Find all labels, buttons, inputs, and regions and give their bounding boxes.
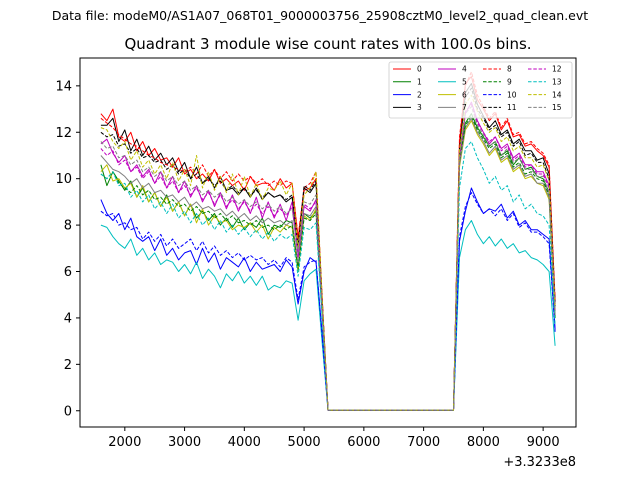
legend-label-1: 1 [417, 78, 422, 87]
legend-label-5: 5 [462, 78, 467, 87]
x-tick-label: 9000 [527, 435, 560, 450]
legend-label-0: 0 [417, 65, 422, 74]
legend-label-8: 8 [507, 65, 512, 74]
x-tick-label: 2000 [108, 435, 141, 450]
legend-label-12: 12 [552, 65, 562, 74]
y-tick-label: 14 [55, 79, 72, 94]
y-tick-label: 6 [64, 265, 72, 280]
y-axis: 0 2 4 6 8 10 12 14 [55, 79, 80, 419]
y-tick-label: 10 [55, 172, 72, 187]
axes-frame [79, 57, 577, 428]
legend-label-9: 9 [507, 78, 512, 87]
figure-suptitle: Data file: modeM0/AS1A07_068T01_90000037… [52, 8, 588, 23]
legend-label-3: 3 [417, 103, 422, 112]
x-offset-label: +3.3233e8 [503, 455, 576, 470]
y-tick-label: 0 [64, 404, 72, 419]
y-tick-label: 8 [64, 219, 72, 234]
legend-label-13: 13 [552, 78, 562, 87]
legend-label-6: 6 [462, 90, 467, 99]
x-tick-label: 6000 [347, 435, 380, 450]
x-axis: 2000 3000 4000 5000 6000 7000 8000 9000 [108, 427, 560, 450]
y-tick-label: 2 [64, 358, 72, 373]
y-tick-label: 4 [64, 311, 72, 326]
x-tick-label: 8000 [467, 435, 500, 450]
legend-label-2: 2 [417, 90, 422, 99]
legend-label-10: 10 [507, 90, 517, 99]
legend-label-4: 4 [462, 65, 467, 74]
x-tick-label: 3000 [168, 435, 201, 450]
x-tick-label: 4000 [228, 435, 261, 450]
series-line-13 [100, 141, 556, 411]
legend-label-11: 11 [507, 103, 517, 112]
legend-label-15: 15 [552, 103, 562, 112]
x-tick-label: 5000 [288, 435, 321, 450]
y-tick-label: 12 [55, 126, 72, 141]
series-line-15 [100, 106, 556, 411]
legend-label-7: 7 [462, 103, 467, 112]
chart-title: Quadrant 3 module wise count rates with … [124, 35, 531, 53]
x-tick-label: 7000 [407, 435, 440, 450]
legend-label-14: 14 [552, 90, 562, 99]
legend-box [388, 61, 573, 119]
